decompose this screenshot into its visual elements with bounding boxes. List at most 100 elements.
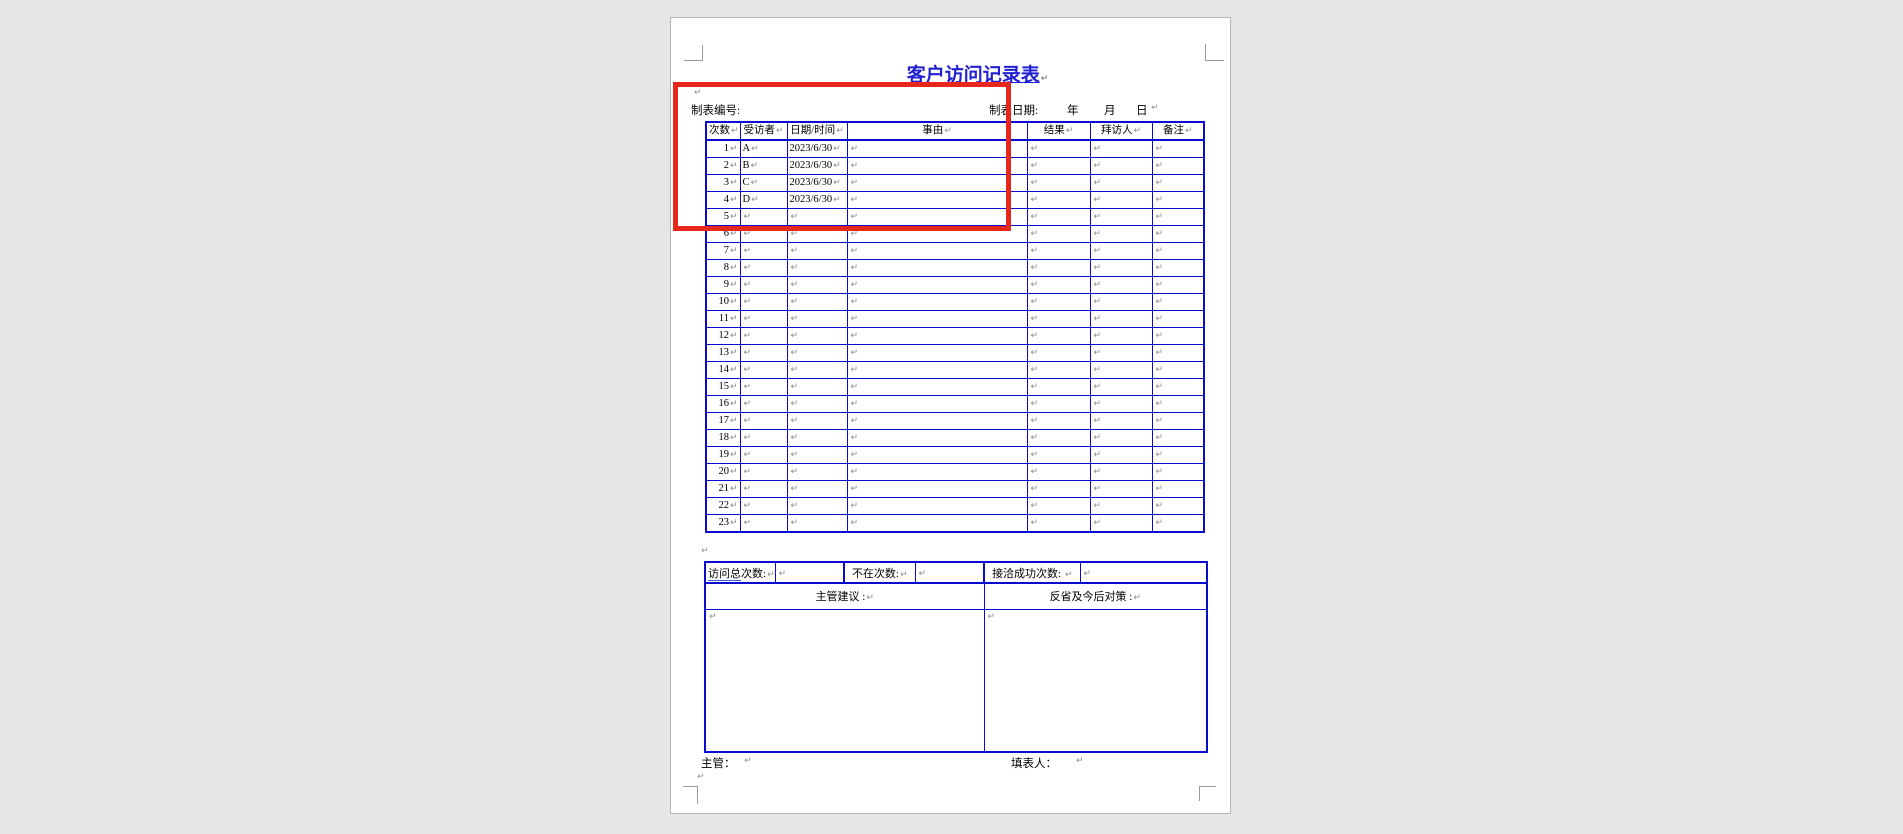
cell-count[interactable]: 2↵ [705,157,741,175]
cell-note[interactable]: ↵ [1151,395,1205,413]
cell-note[interactable]: ↵ [1151,225,1205,243]
header-reason[interactable]: 事由↵ [846,121,1028,141]
cell-note[interactable]: ↵ [1151,497,1205,515]
cell-visitor[interactable]: B↵ [739,157,788,175]
cell-caller[interactable]: ↵ [1089,174,1153,192]
reflection-content-cell[interactable]: ↵ [983,608,1208,753]
cell-count[interactable]: 1↵ [705,139,741,158]
cell-caller[interactable]: ↵ [1089,429,1153,447]
cell-result[interactable]: ↵ [1026,310,1091,328]
cell-count[interactable]: 8↵ [705,259,741,277]
cell-date[interactable]: 2023/6/30↵ [786,191,848,209]
cell-date[interactable]: ↵ [786,344,848,362]
cell-date[interactable]: ↵ [786,480,848,498]
cell-reason[interactable]: ↵ [846,463,1028,481]
cell-date[interactable]: ↵ [786,463,848,481]
cell-note[interactable]: ↵ [1151,157,1205,175]
cell-reason[interactable]: ↵ [846,242,1028,260]
cell-reason[interactable]: ↵ [846,293,1028,311]
cell-count[interactable]: 12↵ [705,327,741,345]
header-visitor[interactable]: 受访者↵ [739,121,788,141]
cell-note[interactable]: ↵ [1151,361,1205,379]
cell-count[interactable]: 21↵ [705,480,741,498]
cell-date[interactable]: ↵ [786,412,848,430]
success-value-cell[interactable]: ↵ [1079,561,1208,584]
cell-result[interactable]: ↵ [1026,157,1091,175]
cell-count[interactable]: 15↵ [705,378,741,396]
cell-caller[interactable]: ↵ [1089,361,1153,379]
cell-visitor[interactable]: ↵ [739,327,788,345]
cell-visitor[interactable]: ↵ [739,395,788,413]
document-page[interactable]: 客户访问记录表↵ ↵ 制表编号: 制表日期: 年 月 日 ↵ 次数↵ 受访者↵ … [670,17,1231,814]
cell-caller[interactable]: ↵ [1089,395,1153,413]
cell-count[interactable]: 22↵ [705,497,741,515]
cell-visitor[interactable]: ↵ [739,361,788,379]
cell-caller[interactable]: ↵ [1089,191,1153,209]
cell-result[interactable]: ↵ [1026,276,1091,294]
visit-record-table[interactable]: 次数↵ 受访者↵ 日期/时间↵ 事由↵ 结果↵ 拜访人↵ 备注↵ 1↵ A↵ 202… [705,121,1205,533]
cell-reason[interactable]: ↵ [846,480,1028,498]
cell-caller[interactable]: ↵ [1089,480,1153,498]
cell-caller[interactable]: ↵ [1089,157,1153,175]
success-label-cell[interactable]: 接洽成功次数: ↵ [983,561,1081,584]
header-note[interactable]: 备注↵ [1151,121,1205,141]
cell-note[interactable]: ↵ [1151,514,1205,533]
cell-note[interactable]: ↵ [1151,327,1205,345]
cell-visitor[interactable]: ↵ [739,276,788,294]
cell-date[interactable]: ↵ [786,446,848,464]
cell-note[interactable]: ↵ [1151,429,1205,447]
cell-result[interactable]: ↵ [1026,191,1091,209]
cell-visitor[interactable]: ↵ [739,463,788,481]
cell-result[interactable]: ↵ [1026,174,1091,192]
cell-note[interactable]: ↵ [1151,276,1205,294]
cell-reason[interactable]: ↵ [846,514,1028,533]
cell-visitor[interactable]: ↵ [739,208,788,226]
cell-caller[interactable]: ↵ [1089,378,1153,396]
cell-note[interactable]: ↵ [1151,310,1205,328]
total-visits-label-cell[interactable]: 访问总次数:↵ [704,561,776,584]
cell-reason[interactable]: ↵ [846,429,1028,447]
cell-count[interactable]: 18↵ [705,429,741,447]
cell-visitor[interactable]: ↵ [739,310,788,328]
cell-date[interactable]: ↵ [786,429,848,447]
cell-result[interactable]: ↵ [1026,259,1091,277]
cell-result[interactable]: ↵ [1026,327,1091,345]
cell-reason[interactable]: ↵ [846,191,1028,209]
cell-visitor[interactable]: ↵ [739,412,788,430]
cell-reason[interactable]: ↵ [846,395,1028,413]
cell-date[interactable]: ↵ [786,276,848,294]
cell-result[interactable]: ↵ [1026,480,1091,498]
cell-visitor[interactable]: ↵ [739,497,788,515]
header-caller[interactable]: 拜访人↵ [1089,121,1153,141]
cell-reason[interactable]: ↵ [846,174,1028,192]
cell-note[interactable]: ↵ [1151,463,1205,481]
cell-count[interactable]: 6↵ [705,225,741,243]
cell-visitor[interactable]: ↵ [739,480,788,498]
cell-result[interactable]: ↵ [1026,293,1091,311]
cell-count[interactable]: 7↵ [705,242,741,260]
cell-count[interactable]: 13↵ [705,344,741,362]
cell-date[interactable]: ↵ [786,327,848,345]
header-count[interactable]: 次数↵ [705,121,741,141]
cell-reason[interactable]: ↵ [846,327,1028,345]
absent-value-cell[interactable]: ↵ [914,561,985,584]
cell-visitor[interactable]: ↵ [739,242,788,260]
cell-visitor[interactable]: ↵ [739,429,788,447]
cell-note[interactable]: ↵ [1151,191,1205,209]
cell-count[interactable]: 5↵ [705,208,741,226]
cell-count[interactable]: 11↵ [705,310,741,328]
cell-result[interactable]: ↵ [1026,446,1091,464]
cell-visitor[interactable]: D↵ [739,191,788,209]
cell-result[interactable]: ↵ [1026,225,1091,243]
cell-caller[interactable]: ↵ [1089,446,1153,464]
cell-date[interactable]: ↵ [786,242,848,260]
cell-reason[interactable]: ↵ [846,310,1028,328]
cell-date[interactable]: ↵ [786,225,848,243]
cell-result[interactable]: ↵ [1026,361,1091,379]
cell-result[interactable]: ↵ [1026,208,1091,226]
cell-reason[interactable]: ↵ [846,225,1028,243]
cell-visitor[interactable]: A↵ [739,139,788,158]
document-title-line[interactable]: 客户访问记录表↵ [671,60,1232,87]
cell-caller[interactable]: ↵ [1089,327,1153,345]
cell-count[interactable]: 20↵ [705,463,741,481]
